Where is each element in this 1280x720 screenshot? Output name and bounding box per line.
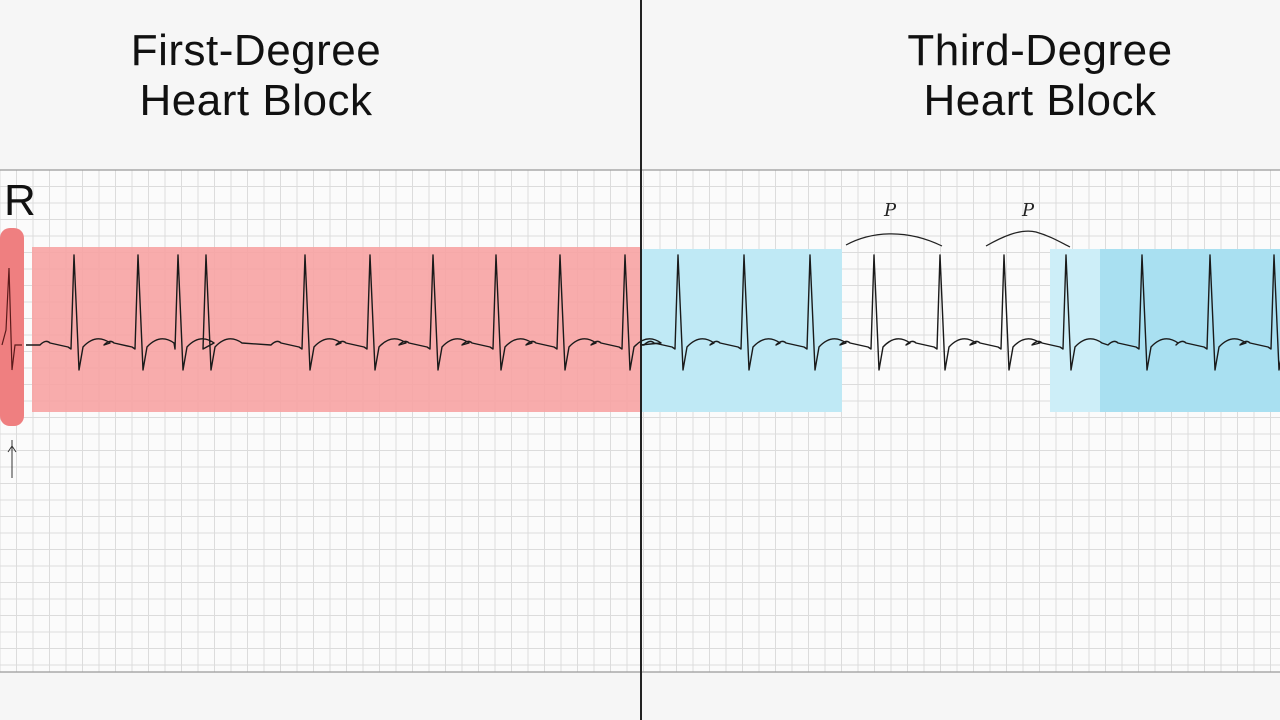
first-degree-title: First-Degree Heart Block: [56, 26, 456, 126]
r-label: R: [4, 176, 36, 225]
third-degree-highlight-band-right-light: [1050, 249, 1100, 412]
first-degree-title-line1: First-Degree: [130, 26, 382, 75]
ecg-trace-third-degree: [641, 254, 1280, 371]
p-wave-bracket-1: [845, 233, 943, 247]
third-degree-title-line2: Heart Block: [923, 76, 1157, 125]
p-wave-label-2: P: [1022, 200, 1035, 221]
first-degree-title-line2: Heart Block: [139, 76, 373, 125]
ecg-trace-first-degree: [26, 254, 662, 371]
r-wave-in-marker: [1, 267, 22, 371]
p-wave-label-1: P: [884, 200, 897, 221]
p-wave-bracket-2: [985, 230, 1071, 248]
third-degree-title: Third-Degree Heart Block: [840, 26, 1240, 126]
third-degree-highlight-band-right: [1100, 249, 1280, 412]
third-degree-title-line1: Third-Degree: [907, 26, 1173, 75]
pr-arrow-head: [7, 445, 17, 453]
first-degree-highlight-band: [32, 247, 640, 412]
pr-interval-marker: [0, 228, 24, 426]
